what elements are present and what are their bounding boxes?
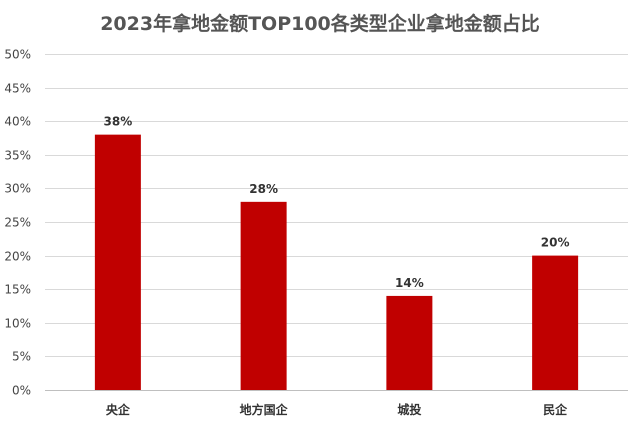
y-tick-label: 45% (4, 82, 31, 96)
data-labels: 38% 28% 14% 20% (104, 115, 570, 290)
bar (532, 255, 579, 390)
x-category-label: 央企 (106, 402, 131, 417)
y-tick-label: 0% (12, 384, 31, 398)
chart-title: 2023年拿地金额TOP100各类型企业拿地金额占比 (100, 12, 540, 35)
x-axis-categories: 央企 地方国企 城投 民企 (106, 402, 568, 417)
data-label: 38% (104, 115, 133, 129)
gridlines (45, 54, 628, 357)
x-category-label: 民企 (543, 402, 568, 417)
y-tick-label: 40% (4, 115, 31, 129)
x-category-label: 地方国企 (240, 402, 289, 417)
y-tick-label: 50% (4, 48, 31, 62)
data-label: 14% (395, 276, 424, 290)
bar (386, 295, 433, 390)
y-tick-label: 30% (4, 182, 31, 196)
bar (240, 201, 287, 390)
y-tick-label: 25% (4, 216, 31, 230)
y-tick-label: 10% (4, 317, 31, 331)
y-axis-ticks: 0% 5% 10% 15% 20% 25% 30% 35% 40% 45% 50% (4, 48, 31, 398)
y-tick-label: 35% (4, 149, 31, 163)
data-label: 28% (249, 182, 278, 196)
bar (94, 134, 141, 390)
bars (94, 134, 579, 390)
x-category-label: 城投 (397, 402, 421, 417)
y-tick-label: 20% (4, 250, 31, 264)
y-tick-label: 5% (12, 350, 31, 364)
y-tick-label: 15% (4, 283, 31, 297)
data-label: 20% (541, 236, 570, 250)
